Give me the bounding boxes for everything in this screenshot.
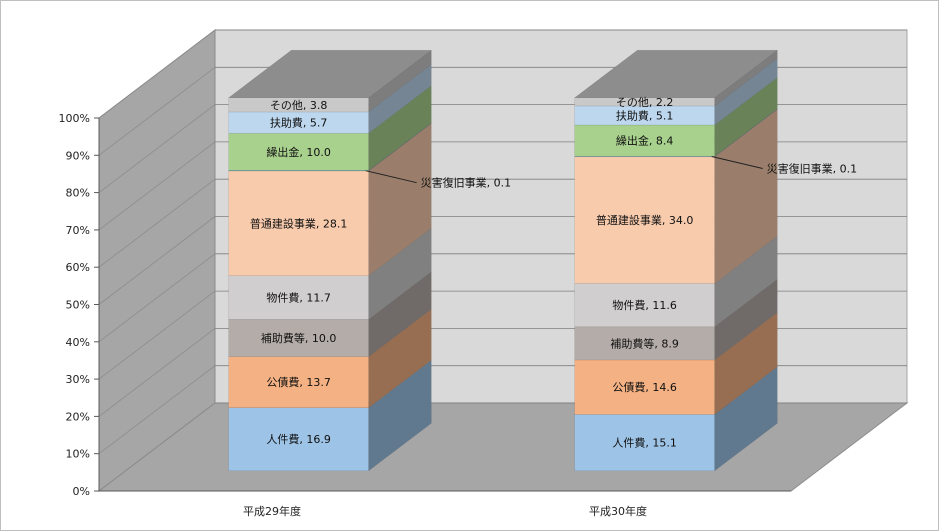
data-label: 災害復旧事業, 0.1	[767, 162, 858, 176]
data-label: 補助費等, 10.0	[261, 331, 337, 345]
bar-segment	[228, 407, 369, 472]
side-gridline	[98, 141, 216, 231]
data-label: 扶助費, 5.7	[270, 116, 328, 130]
data-label: 物件費, 11.6	[612, 298, 677, 312]
data-label: 災害復旧事業, 0.1	[421, 176, 512, 190]
y-axis: 0% 10% 20% 30% 40% 50% 60% 70% 80% 90% 100%	[59, 112, 791, 498]
side-gridline	[98, 66, 216, 156]
data-label: 人件費, 15.1	[612, 436, 677, 450]
side-gridline	[98, 29, 216, 119]
y-tick-label: 30%	[66, 373, 90, 386]
bar-segment	[228, 170, 369, 276]
bar-segment	[228, 275, 369, 320]
bar-segment	[228, 319, 369, 357]
y-tick-label: 90%	[66, 149, 90, 162]
side-gridline	[98, 290, 216, 380]
y-tick-label: 10%	[66, 448, 90, 461]
leader-line	[365, 170, 417, 184]
data-labels: 人件費, 16.9 公債費, 13.7 補助費等, 10.0 物件費, 11.7 普通建…	[250, 96, 857, 450]
bar-segment	[574, 414, 715, 472]
data-label: 補助費等, 8.9	[610, 336, 679, 350]
side-gridline	[98, 328, 216, 417]
bar-top	[573, 49, 779, 99]
data-label: その他, 2.2	[616, 96, 674, 109]
x-axis-labels: 平成29年度 平成30年度	[243, 504, 647, 518]
bar-segment	[574, 156, 715, 284]
y-tick-label: 80%	[66, 187, 90, 200]
floor	[97, 402, 909, 492]
y-tick-label: 50%	[66, 299, 90, 312]
bars	[227, 49, 779, 472]
data-label: 公債費, 14.6	[612, 380, 677, 394]
side-gridline	[98, 253, 216, 343]
side-gridline	[98, 104, 216, 193]
bar-segment	[574, 124, 715, 157]
bar-segment	[574, 283, 715, 328]
data-label: 扶助費, 5.1	[616, 108, 674, 122]
data-label: その他, 3.8	[270, 99, 328, 112]
bar-segment	[574, 326, 715, 361]
data-label: 繰出金, 8.4	[616, 134, 674, 148]
side-gridline	[98, 402, 216, 492]
leader-line	[711, 156, 763, 169]
data-label: 物件費, 11.7	[266, 291, 331, 305]
x-category-label: 平成30年度	[589, 504, 647, 518]
chart-walls	[97, 28, 909, 493]
bar-segment	[228, 356, 369, 408]
y-tick-label: 60%	[66, 261, 90, 274]
y-tick-label: 0%	[73, 485, 90, 498]
y-tick-label: 40%	[66, 336, 90, 349]
bar-segment	[228, 132, 369, 171]
bar-top	[227, 49, 433, 99]
y-tick-label: 20%	[66, 410, 90, 423]
side-gridline	[98, 216, 216, 305]
y-tick-label: 100%	[59, 112, 90, 125]
x-category-label: 平成29年度	[243, 504, 301, 518]
data-label: 普通建設事業, 34.0	[596, 213, 694, 227]
data-label: 繰出金, 10.0	[266, 145, 331, 159]
y-tick-label: 70%	[66, 224, 90, 237]
data-label: 公債費, 13.7	[266, 375, 331, 389]
data-label: 普通建設事業, 28.1	[250, 216, 348, 230]
side-gridline	[98, 365, 216, 455]
data-label: 人件費, 16.9	[266, 432, 331, 446]
side-gridline	[98, 178, 216, 268]
